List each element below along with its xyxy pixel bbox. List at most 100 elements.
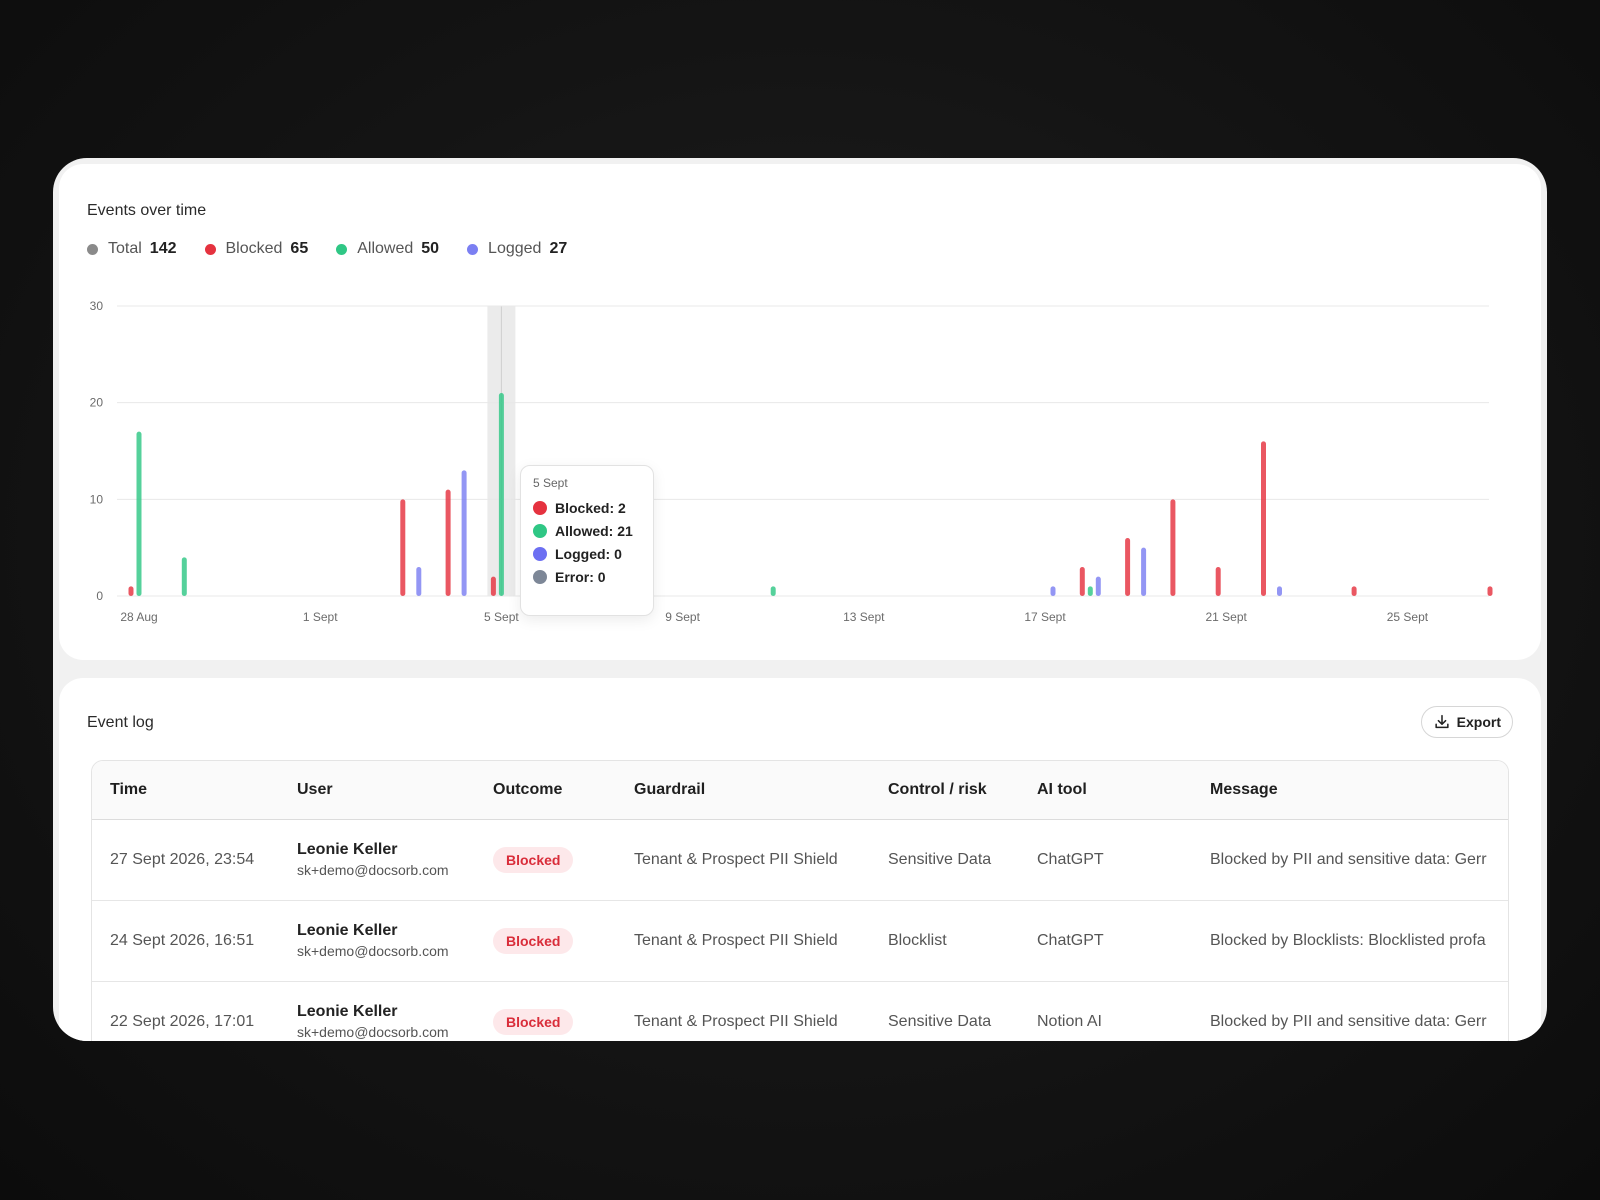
event-log-title: Event log [87,714,154,731]
x-tick-label: 13 Sept [843,610,885,624]
legend-item-total[interactable]: Total 142 [87,240,177,258]
tooltip-text: Allowed: 21 [555,522,633,539]
bar-blocked [1125,538,1131,596]
bar-allowed [181,557,187,596]
tooltip-date: 5 Sept [533,476,568,490]
user-email: sk+demo@docsorb.com [297,862,449,878]
cell-outcome: Blocked [475,819,616,901]
x-tick-label: 9 Sept [665,610,700,624]
tooltip-dot [533,546,547,561]
x-tick-label: 25 Sept [1387,610,1429,624]
bar-allowed [1087,586,1093,596]
user-name: Leonie Keller [297,922,398,939]
cell-ai-tool: ChatGPT [1019,819,1192,901]
legend-value: 50 [421,240,440,257]
chart-tooltip: 5 Sept Blocked: 2 Allowed: 21 Logged: 0 … [520,465,654,616]
app-frame: Events over time Total 142 Blocked 65 Al… [53,158,1547,1041]
legend-dot-logged [467,243,479,255]
cell-outcome: Blocked [475,900,616,982]
y-tick-label: 0 [96,589,103,603]
x-tick-label: 17 Sept [1024,610,1066,624]
table-row[interactable]: 24 Sept 2026, 16:51 Leonie Keller sk+dem… [92,900,1508,982]
column-header-time[interactable]: Time [92,761,279,820]
bar-logged [1277,586,1282,596]
cell-control: Sensitive Data [870,981,1019,1041]
cell-control: Blocklist [870,900,1019,982]
y-tick-label: 20 [90,396,104,410]
bar-logged [416,567,422,596]
bar-blocked [1487,586,1493,596]
legend-value: 27 [549,240,568,257]
tooltip-text: Logged: 0 [555,545,622,562]
events-chart-panel: Events over time Total 142 Blocked 65 Al… [59,164,1541,660]
y-tick-label: 30 [90,299,104,313]
table-row[interactable]: 27 Sept 2026, 23:54 Leonie Keller sk+dem… [92,819,1508,901]
bar-allowed [770,586,776,596]
events-bar-chart[interactable]: 0 10 20 30 28 Aug 1 Sept 5 Sept 9 Sept 13 Sept 17… [59,284,1541,654]
tooltip-row-logged: Logged: 0 [533,542,641,565]
x-tick-label: 21 Sept [1206,610,1248,624]
x-tick-label: 28 Aug [120,610,157,624]
x-tick-label: 5 Sept [484,610,519,624]
legend-value: 65 [290,240,309,257]
user-name: Leonie Keller [297,1003,398,1020]
chart-title: Events over time [87,202,207,219]
tooltip-row-allowed: Allowed: 21 [533,519,641,542]
cell-user: Leonie Keller sk+demo@docsorb.com [279,900,475,982]
legend-dot-blocked [204,243,216,255]
cell-message: Blocked by PII and sensitive data: Gerr [1192,981,1508,1041]
tooltip-text: Blocked: 2 [555,499,626,516]
bar-logged [1095,576,1101,596]
bar-logged [1141,547,1147,596]
legend-item-allowed[interactable]: Allowed 50 [336,240,439,258]
event-log-panel: Event log Export Time User Outcome [59,678,1541,1041]
column-header-control[interactable]: Control / risk [870,761,1019,820]
bar-allowed [498,393,504,596]
legend-label: Logged [488,240,542,257]
legend-item-blocked[interactable]: Blocked 65 [204,240,309,258]
column-header-outcome[interactable]: Outcome [475,761,616,820]
status-badge: Blocked [493,1008,574,1035]
cell-message: Blocked by Blocklists: Blocklisted profa [1192,900,1508,982]
tooltip-row-blocked: Blocked: 2 [533,496,641,519]
bar-blocked [445,489,451,596]
user-email: sk+demo@docsorb.com [297,1024,449,1040]
cell-ai-tool: ChatGPT [1019,900,1192,982]
table-row[interactable]: 22 Sept 2026, 17:01 Leonie Keller sk+dem… [92,981,1508,1041]
tooltip-row-error: Error: 0 [533,565,641,588]
status-badge: Blocked [493,927,574,954]
bar-blocked [490,576,496,596]
tooltip-dot [533,500,547,515]
cell-time: 27 Sept 2026, 23:54 [92,819,279,901]
y-tick-label: 10 [90,492,104,506]
cell-guardrail: Tenant & Prospect PII Shield [616,900,870,982]
bar-logged [1050,586,1056,596]
user-name: Leonie Keller [297,841,398,858]
user-email: sk+demo@docsorb.com [297,943,449,959]
cell-time: 22 Sept 2026, 17:01 [92,981,279,1041]
bar-allowed [136,431,142,596]
tooltip-dot [533,523,547,538]
cell-user: Leonie Keller sk+demo@docsorb.com [279,819,475,901]
legend-dot-allowed [336,243,348,255]
x-tick-label: 1 Sept [303,610,338,624]
tooltip-dot [533,569,547,584]
column-header-user[interactable]: User [279,761,475,820]
column-header-message[interactable]: Message [1192,761,1508,820]
cell-ai-tool: Notion AI [1019,981,1192,1041]
legend-value: 142 [149,240,177,257]
column-header-ai-tool[interactable]: AI tool [1019,761,1192,820]
bar-blocked [1261,441,1266,596]
cell-guardrail: Tenant & Prospect PII Shield [616,819,870,901]
download-icon [1435,714,1449,729]
bar-blocked [1079,567,1085,596]
cell-message: Blocked by PII and sensitive data: Gerr [1192,819,1508,901]
column-header-guardrail[interactable]: Guardrail [616,761,870,820]
bar-blocked [128,586,134,596]
event-log-table: Time User Outcome Guardrail Control / ri… [92,761,1508,1041]
status-badge: Blocked [493,846,574,873]
legend-item-logged[interactable]: Logged 27 [467,240,567,258]
export-label: Export [1456,714,1501,730]
export-button[interactable]: Export [1420,706,1513,738]
event-log-table-container[interactable]: Time User Outcome Guardrail Control / ri… [91,760,1509,1041]
